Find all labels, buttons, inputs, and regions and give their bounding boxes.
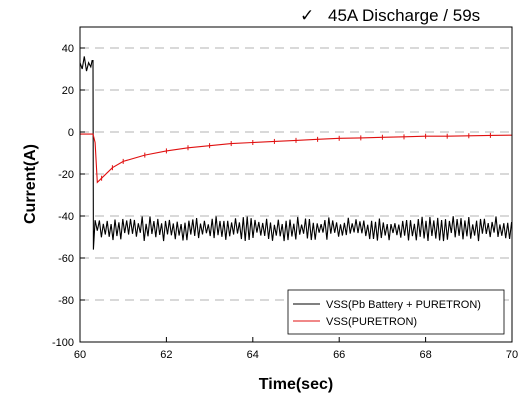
- xtick-label-70: 70: [506, 349, 518, 361]
- x-tick-labels: 60 62 64 66 68 70: [74, 349, 518, 361]
- series-group: [79, 56, 513, 250]
- grid-lines: [80, 47, 512, 301]
- xtick-label-60: 60: [74, 349, 86, 361]
- chart-header-text: 45A Discharge / 59s: [328, 6, 480, 25]
- ytick-label--60: -60: [58, 253, 74, 265]
- x-axis-title: Time(sec): [259, 376, 333, 393]
- xtick-label-68: 68: [419, 349, 431, 361]
- series-line-0: [79, 56, 513, 250]
- ytick-label--100: -100: [52, 337, 74, 349]
- legend: VSS(Pb Battery + PURETRON) VSS(PURETRON): [287, 289, 505, 335]
- ytick-label--20: -20: [58, 169, 74, 181]
- y-tick-labels: -100 -80 -60 -40 -20 0 20 40: [52, 43, 74, 349]
- y-axis-title: Current(A): [22, 144, 39, 224]
- xtick-label-66: 66: [333, 349, 345, 361]
- ytick-label-40: 40: [62, 43, 74, 55]
- ytick-label-0: 0: [68, 127, 74, 139]
- ytick-label-20: 20: [62, 85, 74, 97]
- legend-label-0: VSS(Pb Battery + PURETRON): [326, 299, 481, 311]
- legend-label-1: VSS(PURETRON): [326, 316, 417, 328]
- check-icon: ✓: [300, 6, 314, 25]
- plot-frame: [79, 26, 513, 343]
- ytick-label--40: -40: [58, 211, 74, 223]
- xtick-label-64: 64: [247, 349, 259, 361]
- ytick-label--80: -80: [58, 295, 74, 307]
- legend-box: [287, 289, 505, 335]
- xtick-label-62: 62: [160, 349, 172, 361]
